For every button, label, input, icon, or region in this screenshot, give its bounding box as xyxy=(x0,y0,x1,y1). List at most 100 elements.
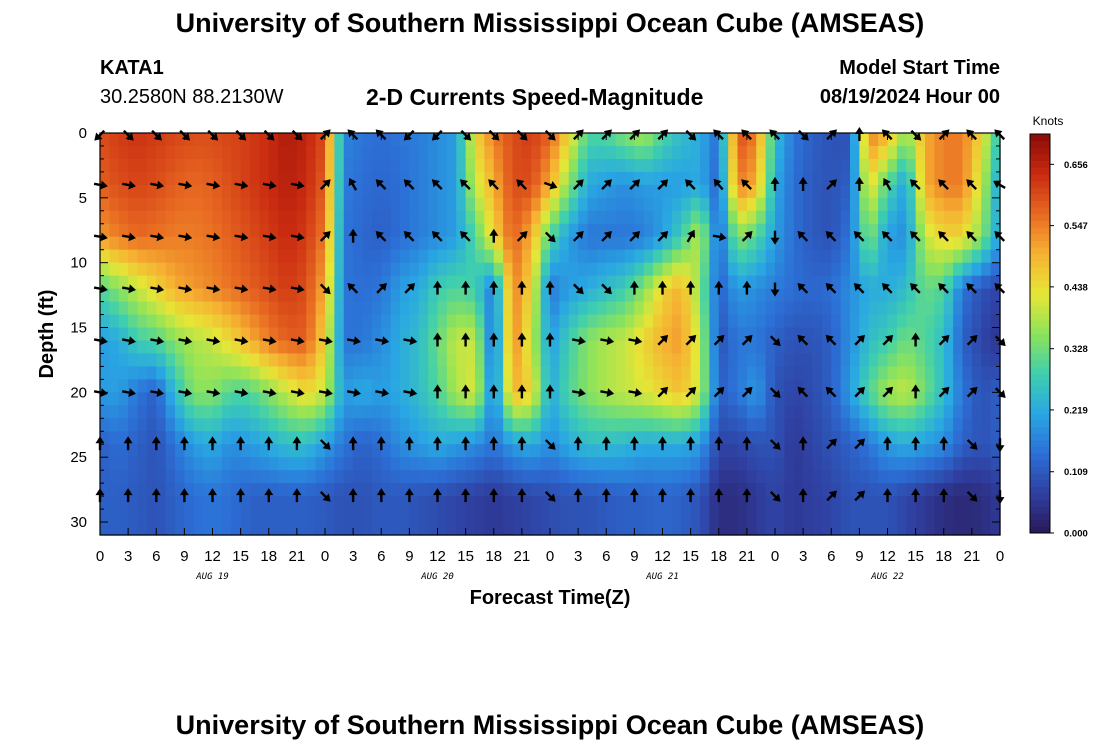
current-arrow xyxy=(742,488,752,503)
heatmap-cell xyxy=(343,431,354,445)
heatmap-cell xyxy=(756,184,767,199)
heatmap-cell xyxy=(118,379,129,393)
heatmap-cell xyxy=(371,366,382,380)
heatmap-cell xyxy=(915,249,926,264)
heatmap-cell xyxy=(343,379,354,393)
heatmap-cell xyxy=(700,301,710,316)
heatmap-cell xyxy=(990,366,1001,380)
heatmap-cell xyxy=(493,249,504,264)
heatmap-cell xyxy=(390,275,401,290)
heatmap-cell xyxy=(484,483,495,497)
heatmap-cell xyxy=(746,249,757,264)
heatmap-cell xyxy=(146,431,157,445)
heatmap-cell xyxy=(784,470,795,484)
heatmap-cell xyxy=(409,496,420,510)
heatmap-cell xyxy=(306,145,317,160)
heatmap-cell xyxy=(100,366,110,380)
heatmap-cell xyxy=(943,158,954,173)
heatmap-cell xyxy=(812,275,823,290)
current-arrow xyxy=(544,231,556,243)
arrow-head xyxy=(517,384,527,392)
heatmap-cell xyxy=(353,210,364,225)
heatmap-cell xyxy=(812,457,823,471)
heatmap-cell xyxy=(606,483,617,497)
heatmap-cell xyxy=(568,262,579,277)
heatmap-cell xyxy=(728,327,739,342)
heatmap-cell xyxy=(934,171,945,186)
heatmap-cell xyxy=(784,392,795,406)
heatmap-cell xyxy=(156,509,167,523)
heatmap-cell xyxy=(371,197,382,212)
heatmap-cell xyxy=(521,288,532,303)
heatmap-cell xyxy=(793,444,804,458)
current-arrow xyxy=(318,336,333,346)
heatmap-cell xyxy=(184,457,195,471)
heatmap-cell xyxy=(653,353,664,368)
heatmap-cell xyxy=(775,470,785,484)
heatmap-cell xyxy=(578,496,589,510)
heatmap-cell xyxy=(268,171,279,186)
heatmap-cell xyxy=(728,522,739,536)
heatmap-cell xyxy=(990,522,1001,536)
heatmap-cell xyxy=(446,483,457,497)
heatmap-cell xyxy=(465,314,476,329)
heatmap-cell xyxy=(971,353,982,368)
heatmap-cell xyxy=(559,366,570,380)
heatmap-cell xyxy=(671,340,682,355)
arrow-head xyxy=(184,336,193,346)
heatmap-cell xyxy=(934,184,945,199)
heatmap-cell xyxy=(746,314,757,329)
heatmap-cell xyxy=(709,133,720,147)
arrow-head xyxy=(433,436,442,444)
heatmap-cell xyxy=(925,210,935,225)
heatmap-cell xyxy=(643,184,654,199)
heatmap-cell xyxy=(184,145,195,160)
heatmap-cell xyxy=(915,340,926,355)
heatmap-cell xyxy=(831,301,842,316)
heatmap-cell xyxy=(953,133,964,147)
heatmap-cell xyxy=(718,262,729,277)
heatmap-cell xyxy=(840,133,851,147)
heatmap-cell xyxy=(840,496,851,510)
heatmap-cell xyxy=(737,379,748,393)
heatmap-cell xyxy=(231,327,242,342)
arrow-head xyxy=(744,231,753,240)
heatmap-cell xyxy=(371,353,382,368)
heatmap-cell xyxy=(653,470,664,484)
arrow-head xyxy=(798,436,808,444)
heatmap-cell xyxy=(821,418,832,432)
heatmap-cell xyxy=(746,379,757,393)
heatmap-cell xyxy=(990,444,1001,458)
heatmap-cell xyxy=(971,392,982,406)
heatmap-cell xyxy=(503,366,514,380)
heatmap-cell xyxy=(559,171,570,186)
heatmap-cell xyxy=(465,483,476,497)
heatmap-cell xyxy=(643,275,654,290)
heatmap-cell xyxy=(446,379,457,393)
heatmap-cell xyxy=(596,275,607,290)
arrow-head xyxy=(885,386,894,395)
heatmap-cell xyxy=(831,496,842,510)
heatmap-cell xyxy=(662,509,673,523)
heatmap-cell xyxy=(521,223,532,238)
heatmap-cell xyxy=(371,171,382,186)
heatmap-cell xyxy=(587,210,598,225)
heatmap-cell xyxy=(934,262,945,277)
colorbar-segment xyxy=(1030,187,1050,195)
heatmap-cell xyxy=(493,262,504,277)
current-arrow xyxy=(825,282,837,294)
heatmap-cell xyxy=(643,496,654,510)
heatmap-cell xyxy=(662,210,673,225)
heatmap-cell xyxy=(925,158,935,173)
heatmap-cell xyxy=(334,366,345,380)
colorbar-segment xyxy=(1030,426,1050,434)
heatmap-cell xyxy=(193,470,204,484)
heatmap-cell xyxy=(943,509,954,523)
heatmap-cell xyxy=(203,184,214,199)
x-tick-label: 9 xyxy=(405,548,413,565)
x-tick-label: 12 xyxy=(429,548,446,565)
heatmap-cell xyxy=(765,379,776,393)
current-arrow xyxy=(826,438,837,450)
heatmap-cell xyxy=(362,340,373,355)
heatmap-cell xyxy=(512,236,523,251)
